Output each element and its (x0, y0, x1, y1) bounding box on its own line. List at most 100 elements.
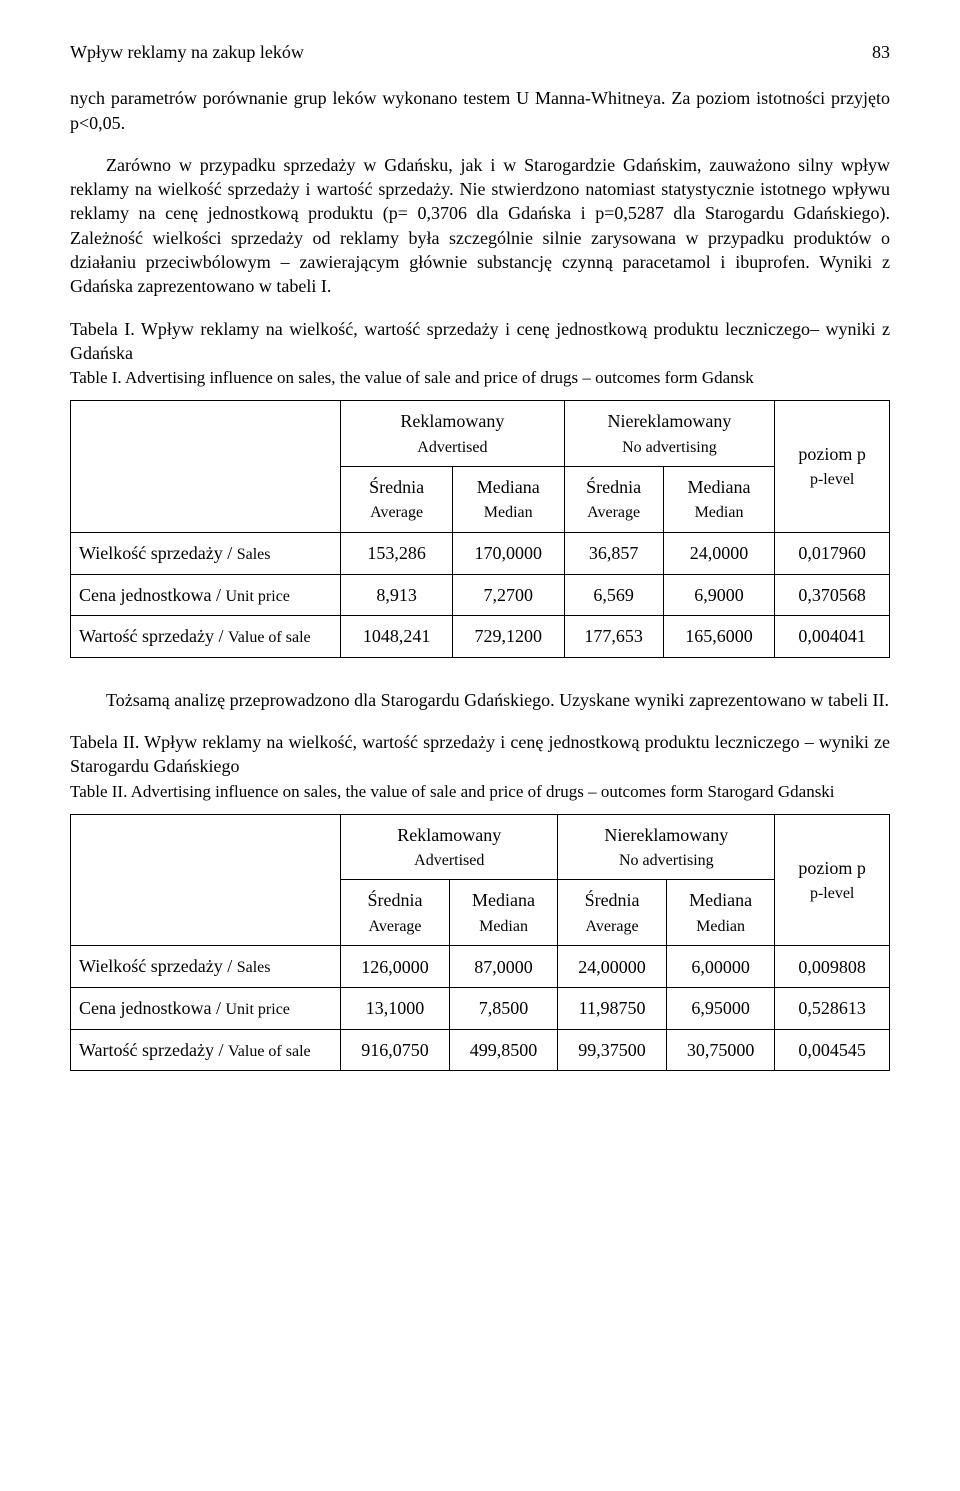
t2-med-en-2: Median (696, 918, 745, 935)
t2-r1-amed: 7,8500 (449, 987, 558, 1029)
table1-adv-pl: Reklamowany (400, 411, 504, 431)
t1-r0-p: 0,017960 (775, 532, 890, 574)
t2-r0-amean: 126,0000 (341, 946, 450, 988)
t2-r0-label: Wielkość sprzedaży / Sales (71, 946, 341, 988)
t2-r1-lpl: Cena jednostkowa / (79, 998, 225, 1018)
t1-med-pl-2: Mediana (688, 477, 751, 497)
table-row: Wielkość sprzedaży / Sales 126,0000 87,0… (71, 946, 890, 988)
table2-p-head: poziom p p-level (775, 814, 890, 946)
table1-p-pl: poziom p (798, 444, 866, 464)
table2-caption-en: Table II. Advertising influence on sales… (70, 781, 890, 804)
t2-adv-med-head: Mediana Median (449, 880, 558, 946)
t2-r1-amean: 13,1000 (341, 987, 450, 1029)
t2-p-en: p-level (810, 885, 854, 902)
t2-r0-p: 0,009808 (775, 946, 890, 988)
t1-mean-pl-2: Średnia (586, 477, 641, 497)
t2-r2-len: Value of sale (228, 1043, 311, 1060)
t1-r2-lpl: Wartość sprzedaży / (79, 626, 228, 646)
table1-adv-head: Reklamowany Advertised (341, 401, 564, 467)
t2-noadv-mean-head: Średnia Average (558, 880, 667, 946)
t2-noadv-med-head: Mediana Median (666, 880, 775, 946)
t2-r2-lpl: Wartość sprzedaży / (79, 1040, 228, 1060)
table1: Reklamowany Advertised Niereklamowany No… (70, 400, 890, 658)
t1-r0-amed: 170,0000 (452, 532, 564, 574)
t2-adv-pl: Reklamowany (397, 825, 501, 845)
table1-adv-med-head: Mediana Median (452, 467, 564, 533)
t1-mean-en-2: Average (587, 504, 640, 521)
t1-r1-amed: 7,2700 (452, 574, 564, 616)
table1-blank-head (71, 401, 341, 533)
t2-r0-lpl: Wielkość sprzedaży / (79, 956, 237, 976)
t2-r1-len: Unit price (225, 1001, 289, 1018)
t2-med-en-1: Median (479, 918, 528, 935)
t2-r2-amed: 499,8500 (449, 1029, 558, 1071)
t1-mean-pl-1: Średnia (369, 477, 424, 497)
t1-r1-label: Cena jednostkowa / Unit price (71, 574, 341, 616)
t1-r1-lpl: Cena jednostkowa / (79, 585, 225, 605)
t1-r2-p: 0,004041 (775, 616, 890, 658)
table1-noadv-mean-head: Średnia Average (564, 467, 663, 533)
table-row: Cena jednostkowa / Unit price 13,1000 7,… (71, 987, 890, 1029)
t2-mean-pl-1: Średnia (368, 890, 423, 910)
t2-mean-pl-2: Średnia (585, 890, 640, 910)
paragraph-between-tables: Tożsamą analizę przeprowadzono dla Staro… (70, 688, 890, 712)
t2-r1-nmean: 11,98750 (558, 987, 667, 1029)
t2-med-pl-2: Mediana (689, 890, 752, 910)
table2-blank-head (71, 814, 341, 946)
table1-noadv-med-head: Mediana Median (663, 467, 775, 533)
t2-r1-nmed: 6,95000 (666, 987, 775, 1029)
page-number: 83 (872, 40, 890, 64)
t2-r0-nmean: 24,00000 (558, 946, 667, 988)
t1-r1-len: Unit price (225, 588, 289, 605)
t2-r2-amean: 916,0750 (341, 1029, 450, 1071)
t1-med-en-2: Median (695, 504, 744, 521)
t1-med-pl-1: Mediana (477, 477, 540, 497)
table1-p-en: p-level (810, 471, 854, 488)
table1-caption-pl: Tabela I. Wpływ reklamy na wielkość, war… (70, 317, 890, 366)
table1-adv-mean-head: Średnia Average (341, 467, 453, 533)
t2-r0-amed: 87,0000 (449, 946, 558, 988)
t2-noadv-en: No advertising (619, 852, 714, 869)
t1-r0-label: Wielkość sprzedaży / Sales (71, 532, 341, 574)
table-row: Wielkość sprzedaży / Sales 153,286 170,0… (71, 532, 890, 574)
t1-r1-amean: 8,913 (341, 574, 453, 616)
t2-mean-en-2: Average (586, 918, 639, 935)
running-title: Wpływ reklamy na zakup leków (70, 40, 304, 64)
t1-r2-len: Value of sale (228, 629, 311, 646)
t2-med-pl-1: Mediana (472, 890, 535, 910)
t2-r1-label: Cena jednostkowa / Unit price (71, 987, 341, 1029)
paragraph-methods-tail: nych parametrów porównanie grup leków wy… (70, 86, 890, 135)
table-row: Wartość sprzedaży / Value of sale 1048,2… (71, 616, 890, 658)
table2-adv-head: Reklamowany Advertised (341, 814, 558, 880)
t2-r2-label: Wartość sprzedaży / Value of sale (71, 1029, 341, 1071)
t1-mean-en-1: Average (370, 504, 423, 521)
table1-p-head: poziom p p-level (775, 401, 890, 533)
paragraph-results: Zarówno w przypadku sprzedaży w Gdańsku,… (70, 153, 890, 299)
t2-adv-mean-head: Średnia Average (341, 880, 450, 946)
t2-r0-len: Sales (237, 959, 271, 976)
table1-noadv-pl: Niereklamowany (607, 411, 731, 431)
table1-noadv-head: Niereklamowany No advertising (564, 401, 775, 467)
t1-med-en-1: Median (484, 504, 533, 521)
t2-mean-en-1: Average (369, 918, 422, 935)
running-header: Wpływ reklamy na zakup leków 83 (70, 40, 890, 64)
t1-r2-nmed: 165,6000 (663, 616, 775, 658)
table1-caption-en: Table I. Advertising influence on sales,… (70, 367, 890, 390)
t1-r0-nmean: 36,857 (564, 532, 663, 574)
t1-r2-label: Wartość sprzedaży / Value of sale (71, 616, 341, 658)
t1-r0-nmed: 24,0000 (663, 532, 775, 574)
t1-r1-nmed: 6,9000 (663, 574, 775, 616)
t1-r0-lpl: Wielkość sprzedaży / (79, 543, 237, 563)
table-row: Cena jednostkowa / Unit price 8,913 7,27… (71, 574, 890, 616)
t2-r0-nmed: 6,00000 (666, 946, 775, 988)
table-row: Wartość sprzedaży / Value of sale 916,07… (71, 1029, 890, 1071)
t2-r1-p: 0,528613 (775, 987, 890, 1029)
table2-caption-pl: Tabela II. Wpływ reklamy na wielkość, wa… (70, 730, 890, 779)
t2-r2-nmed: 30,75000 (666, 1029, 775, 1071)
table2-header-row1: Reklamowany Advertised Niereklamowany No… (71, 814, 890, 880)
table1-noadv-en: No advertising (622, 439, 717, 456)
t1-r1-p: 0,370568 (775, 574, 890, 616)
t2-r2-nmean: 99,37500 (558, 1029, 667, 1071)
t1-r2-nmean: 177,653 (564, 616, 663, 658)
t2-r2-p: 0,004545 (775, 1029, 890, 1071)
